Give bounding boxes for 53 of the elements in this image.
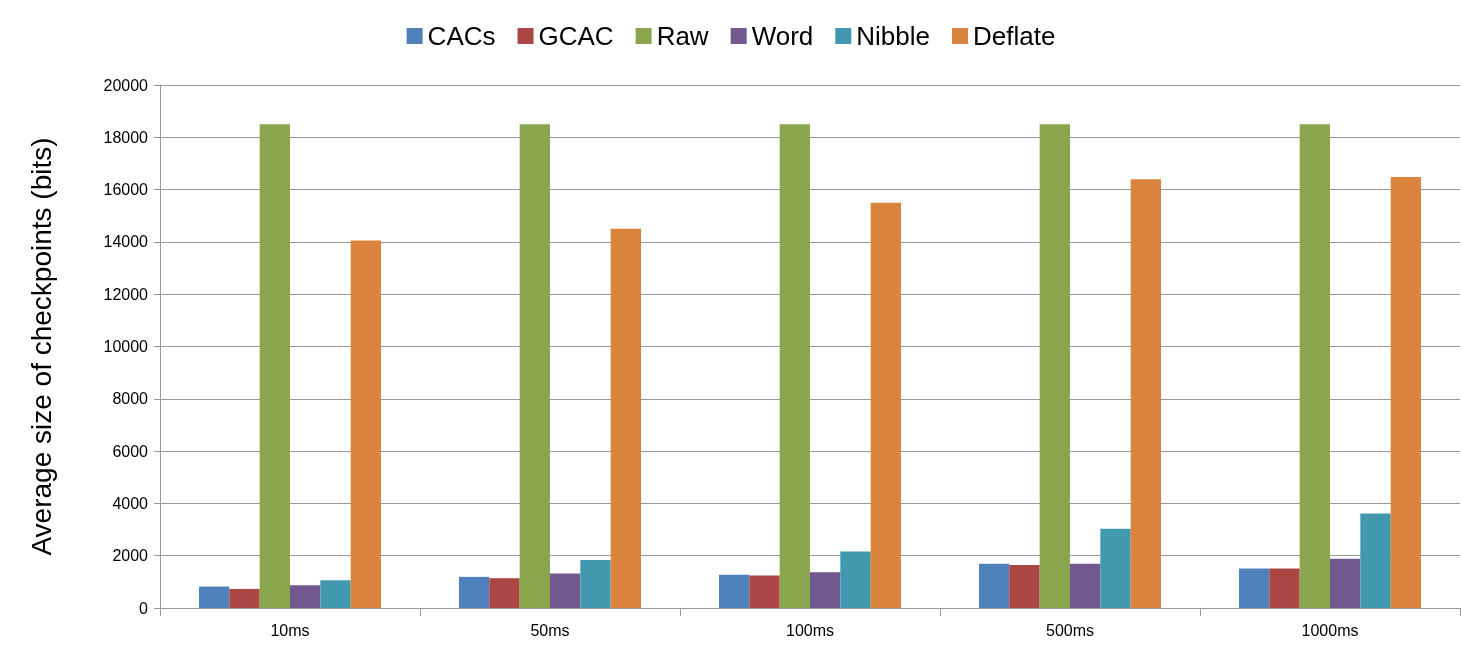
bar: [1360, 513, 1391, 608]
bar: [1269, 568, 1300, 608]
legend-label: Nibble: [856, 21, 931, 51]
bar: [1130, 179, 1161, 608]
bar: [229, 588, 260, 608]
y-tick-label: 6000: [112, 442, 149, 460]
bar: [1070, 563, 1101, 608]
bar: [489, 578, 520, 608]
bar: [550, 573, 581, 608]
y-tick-label: 18000: [103, 128, 149, 146]
x-tick-label: 100ms: [785, 621, 835, 639]
legend-label: GCAC: [538, 21, 614, 51]
y-tick-label: 20000: [103, 76, 149, 94]
x-tick-label: 500ms: [1045, 621, 1095, 639]
bar: [779, 124, 810, 608]
bar: [1239, 568, 1270, 608]
bar: [870, 202, 901, 608]
y-tick-label: 8000: [112, 390, 149, 408]
y-tick-label: 10000: [103, 338, 149, 355]
y-tick-label: 2000: [112, 547, 149, 565]
bar: [320, 580, 351, 608]
legend-label: Raw: [656, 21, 709, 51]
y-tick-label: 12000: [103, 285, 149, 303]
bar: [979, 563, 1010, 608]
bar: [199, 586, 230, 608]
x-tick-label: 10ms: [270, 621, 310, 639]
bar: [519, 124, 550, 608]
bar: [1009, 565, 1040, 608]
y-tick-label: 14000: [103, 233, 149, 251]
bar: [459, 576, 490, 608]
legend-label: Deflate: [973, 21, 1056, 51]
bar: [1039, 124, 1070, 608]
bar: [840, 551, 871, 608]
y-axis-title: Average size of checkpoints (bits): [25, 137, 57, 556]
x-tick-label: 50ms: [530, 621, 570, 639]
bar: [580, 559, 611, 608]
bar: [259, 124, 290, 608]
x-tick-label: 1000ms: [1301, 621, 1359, 639]
legend-label: CACs: [427, 21, 496, 51]
bar: [290, 585, 321, 608]
y-tick-label: 16000: [103, 181, 149, 199]
y-tick-label: 4000: [112, 494, 149, 512]
bar: [1330, 558, 1361, 608]
bar: [719, 574, 750, 608]
bar: [610, 228, 641, 608]
bar: [810, 572, 841, 608]
y-tick-label: 0: [139, 599, 149, 617]
bar: [1299, 124, 1330, 608]
bar: [749, 575, 780, 608]
bar: [350, 240, 381, 608]
bar: [1100, 528, 1131, 608]
legend-label: Word: [751, 21, 814, 51]
bar: [1390, 177, 1421, 608]
